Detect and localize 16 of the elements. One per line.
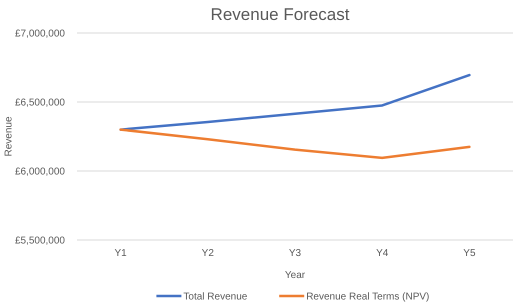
x-tick-label: Y1 — [114, 248, 128, 259]
y-tick-label: £6,500,000 — [14, 98, 66, 108]
x-tick-label: Y5 — [463, 248, 476, 259]
legend-label: Total Revenue — [183, 292, 248, 302]
line-series — [119, 74, 471, 131]
legend-label: Revenue Real Terms (NPV) — [306, 292, 430, 302]
y-tick-label: £5,500,000 — [14, 236, 66, 246]
x-tick-label: Y4 — [376, 248, 389, 259]
x-tick-label: Y2 — [202, 248, 214, 259]
x-tick-label: Y3 — [288, 248, 302, 259]
y-tick-label: £6,000,000 — [14, 166, 66, 178]
chart-title: Revenue Forecast — [210, 5, 350, 24]
x-axis-title: Year — [284, 270, 306, 281]
line-series — [119, 128, 471, 160]
y-tick-label: £7,000,000 — [14, 28, 66, 40]
y-axis-title: Revenue — [4, 116, 14, 157]
